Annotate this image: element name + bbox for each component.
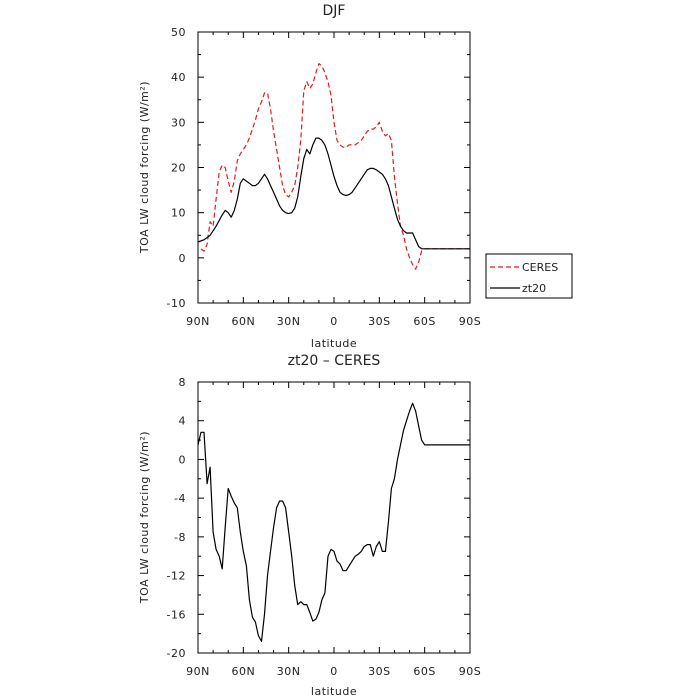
x-axis-label: latitude [311, 685, 357, 698]
y-tick-label: -20 [167, 647, 186, 660]
y-tick-label: 4 [179, 415, 187, 428]
y-tick-label: 30 [171, 116, 186, 129]
y-tick-label: -8 [174, 531, 186, 544]
y-tick-label: 20 [171, 162, 186, 175]
legend-box [485, 253, 573, 299]
legend: CERES zt20 [485, 253, 573, 299]
x-tick-label: 90N [186, 665, 210, 678]
x-tick-label: 30S [368, 315, 390, 328]
legend-label-zt20: zt20 [522, 282, 546, 295]
chart-djf: DJF 90N 60N 30N 0 30S 60S 90S -10 0 10 20 30 40 50 la… [138, 3, 573, 350]
chart-title: zt20 – CERES [288, 353, 381, 369]
x-tick-label: 90S [459, 665, 481, 678]
series-line-zt20 [197, 137, 470, 250]
x-tick-label: 60S [413, 665, 435, 678]
plot-frame [197, 31, 471, 304]
x-tick-label: 90N [186, 315, 210, 328]
y-axis-label: TOA LW cloud forcing (W/m²) [138, 81, 151, 254]
x-tick-label: 30N [277, 315, 301, 328]
x-tick-label: 0 [330, 315, 338, 328]
chart-difference: zt20 – CERES 90N 60N 30N 0 30S 60S 90S -20 -16 -1… [138, 353, 481, 698]
y-tick-label: -12 [167, 570, 186, 583]
y-tick-label: 50 [171, 26, 186, 39]
legend-label-ceres: CERES [522, 261, 558, 274]
x-tick-label: 0 [330, 665, 338, 678]
x-tick-label: 30N [277, 665, 301, 678]
chart-title: DJF [323, 3, 346, 19]
x-tick-label: 60S [413, 315, 435, 328]
y-tick-label: -10 [167, 297, 186, 310]
x-tick-label: 90S [459, 315, 481, 328]
series-line [197, 402, 470, 643]
y-tick-label: 8 [179, 376, 187, 389]
y-tick-label: 10 [171, 207, 186, 220]
y-tick-label: -16 [167, 608, 186, 621]
x-tick-label: 60N [231, 665, 255, 678]
y-tick-label: 40 [171, 71, 186, 84]
x-axis-label: latitude [311, 337, 357, 350]
series-line-ceres [200, 62, 470, 270]
x-tick-label: 60N [231, 315, 255, 328]
x-tick-label: 30S [368, 665, 390, 678]
y-tick-label: 0 [179, 453, 187, 466]
y-tick-label: 0 [179, 252, 187, 265]
y-tick-label: -4 [174, 492, 186, 505]
y-axis-label: TOA LW cloud forcing (W/m²) [138, 431, 151, 604]
